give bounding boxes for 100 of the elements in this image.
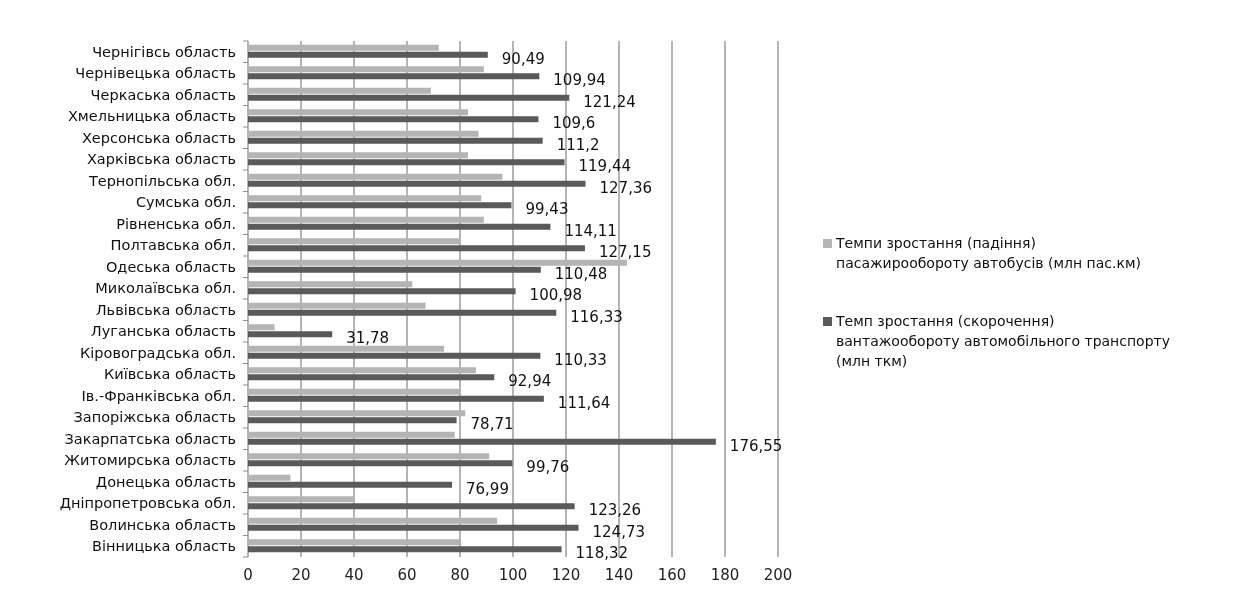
data-label: 100,98	[529, 286, 583, 305]
data-label: 119,44	[578, 157, 632, 176]
bar	[248, 281, 413, 288]
bar	[248, 94, 570, 101]
data-label: 90,49	[501, 49, 545, 68]
data-label: 110,33	[554, 350, 607, 369]
x-tick-label: 160	[657, 566, 687, 584]
bar	[248, 223, 551, 230]
bar	[248, 44, 439, 51]
data-label: 76,99	[466, 479, 509, 498]
bar	[248, 259, 627, 266]
y-tick-label: Черкаська область	[90, 86, 236, 103]
bar	[248, 474, 291, 481]
bar	[248, 302, 426, 309]
bar	[248, 539, 460, 546]
bar	[248, 460, 513, 467]
data-label: 116,33	[570, 307, 623, 326]
bar	[248, 152, 468, 159]
y-tick-label: Донецька область	[95, 473, 236, 490]
data-label: 127,36	[599, 178, 652, 197]
x-tick-label: 180	[710, 566, 740, 584]
y-tick-label: Волинська область	[89, 516, 236, 533]
y-tick-label: Дніпропетровська обл.	[59, 495, 236, 512]
y-tick-label: Вінницька область	[92, 538, 236, 555]
x-tick-label: 60	[397, 566, 417, 584]
bar	[248, 51, 488, 58]
bar	[248, 410, 466, 417]
bar	[248, 345, 445, 352]
y-tick-label: Чернігівсь область	[92, 43, 236, 60]
x-tick-label: 80	[450, 566, 470, 584]
data-label: 109,6	[552, 114, 596, 133]
data-label: 110,48	[554, 264, 608, 283]
y-tick-label: Рівненська обл.	[116, 215, 236, 232]
y-tick-label: Львівська область	[95, 301, 236, 318]
legend-label: Темп зростання (скорочення) вантажообороту автомобільного транспорту (млн ткм)	[835, 313, 1171, 369]
bar	[248, 417, 457, 424]
x-tick-label: 40	[344, 566, 364, 584]
bar	[248, 288, 516, 295]
bar	[248, 130, 479, 137]
data-label: 124,73	[592, 522, 646, 541]
y-tick-label: Київська область	[104, 366, 236, 383]
bar	[248, 180, 586, 187]
data-label: 99,76	[526, 458, 570, 477]
data-label: 176,55	[729, 436, 783, 455]
bar	[248, 431, 455, 438]
bar	[248, 438, 716, 445]
bar	[248, 517, 498, 524]
bar	[248, 116, 539, 123]
bar	[248, 73, 540, 80]
y-tick-label: Одеська область	[105, 258, 236, 275]
y-tick-label: Чернівецька область	[75, 65, 236, 82]
bar	[248, 352, 541, 359]
bar	[248, 374, 495, 381]
bar	[248, 216, 484, 223]
data-label: 114,11	[564, 221, 617, 240]
data-label: 111,2	[556, 135, 600, 154]
bar	[248, 109, 468, 116]
bar	[248, 202, 512, 209]
bar	[248, 137, 543, 144]
bar	[248, 324, 275, 331]
bar	[248, 309, 557, 316]
x-tick-label: 100	[498, 566, 528, 584]
data-label: 121,24	[583, 92, 636, 111]
y-tick-label: Запоріжська область	[73, 409, 236, 426]
y-tick-label: Житомирська область	[64, 452, 236, 469]
data-label: 31,78	[346, 329, 390, 348]
data-label: 99,43	[525, 200, 569, 219]
bar	[248, 266, 541, 273]
bar	[248, 388, 460, 395]
bar	[248, 245, 585, 252]
data-label: 111,64	[557, 393, 611, 412]
bar	[248, 503, 575, 510]
y-tick-label: Сумська обл.	[135, 194, 236, 211]
bar	[248, 524, 579, 531]
bar	[248, 395, 544, 402]
bar	[248, 496, 354, 503]
data-label: 109,94	[553, 71, 606, 90]
y-tick-label: Херсонська область	[81, 129, 236, 146]
legend-label: Темпи зростання (падіння) пасажирообороту автобусів (млн пас.км)	[835, 235, 1141, 271]
y-tick-label: Закарпатська область	[64, 430, 236, 447]
data-label: 92,94	[508, 372, 552, 391]
y-tick-label: Ів.-Франківська обл.	[81, 387, 236, 404]
y-tick-label: Полтавська обл.	[110, 237, 236, 254]
bar	[248, 66, 484, 73]
bar	[248, 453, 490, 460]
y-tick-label: Харківська область	[86, 151, 236, 168]
bar	[248, 173, 503, 180]
x-tick-label: 140	[604, 566, 634, 584]
y-tick-label: Миколаївська обл.	[95, 280, 236, 297]
bar	[248, 238, 460, 245]
bar	[248, 546, 562, 553]
x-tick-label: 200	[763, 566, 793, 584]
bar	[248, 87, 431, 94]
x-tick-label: 0	[243, 566, 253, 584]
bar	[248, 367, 476, 374]
x-tick-label: 120	[551, 566, 581, 584]
data-label: 127,15	[598, 243, 652, 262]
bar	[248, 159, 565, 166]
y-tick-label: Хмельницька область	[67, 108, 236, 125]
data-label: 123,26	[588, 501, 642, 520]
